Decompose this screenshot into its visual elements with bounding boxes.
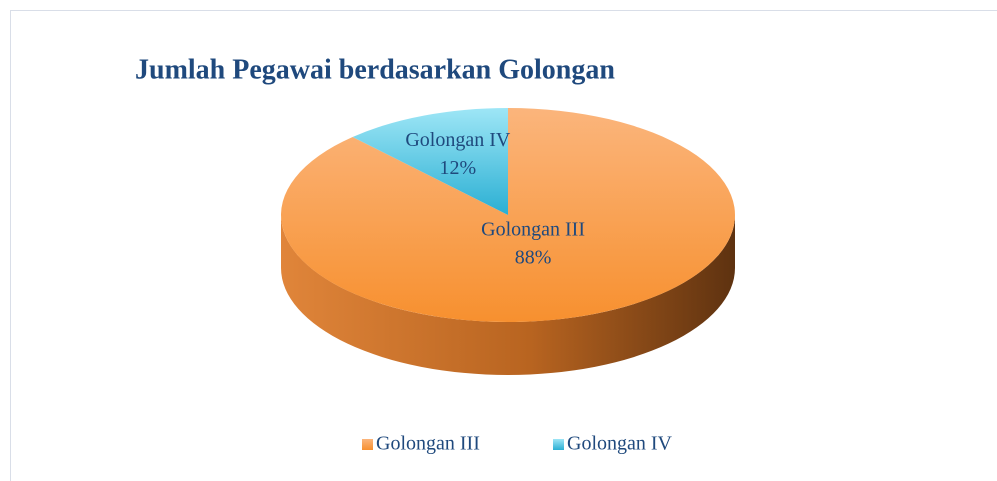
data-label-value: 12% <box>440 157 477 179</box>
pie-slice <box>352 108 508 215</box>
data-label-value: 88% <box>515 246 552 268</box>
data-label-category: Golongan III <box>481 218 585 240</box>
legend-label: Golongan III <box>376 433 480 455</box>
chart-title: Jumlah Pegawai berdasarkan Golongan <box>135 54 615 85</box>
pie-side <box>281 215 735 375</box>
legend-swatch <box>362 439 373 450</box>
chart-border <box>10 10 997 481</box>
pie: Golongan III 88% Golongan IV 12% <box>280 108 735 375</box>
pie-slice <box>280 108 735 322</box>
legend-label: Golongan IV <box>567 433 673 455</box>
legend: Golongan III Golongan IV <box>362 433 673 455</box>
data-label-category: Golongan IV <box>405 129 511 151</box>
legend-swatch <box>553 439 564 450</box>
